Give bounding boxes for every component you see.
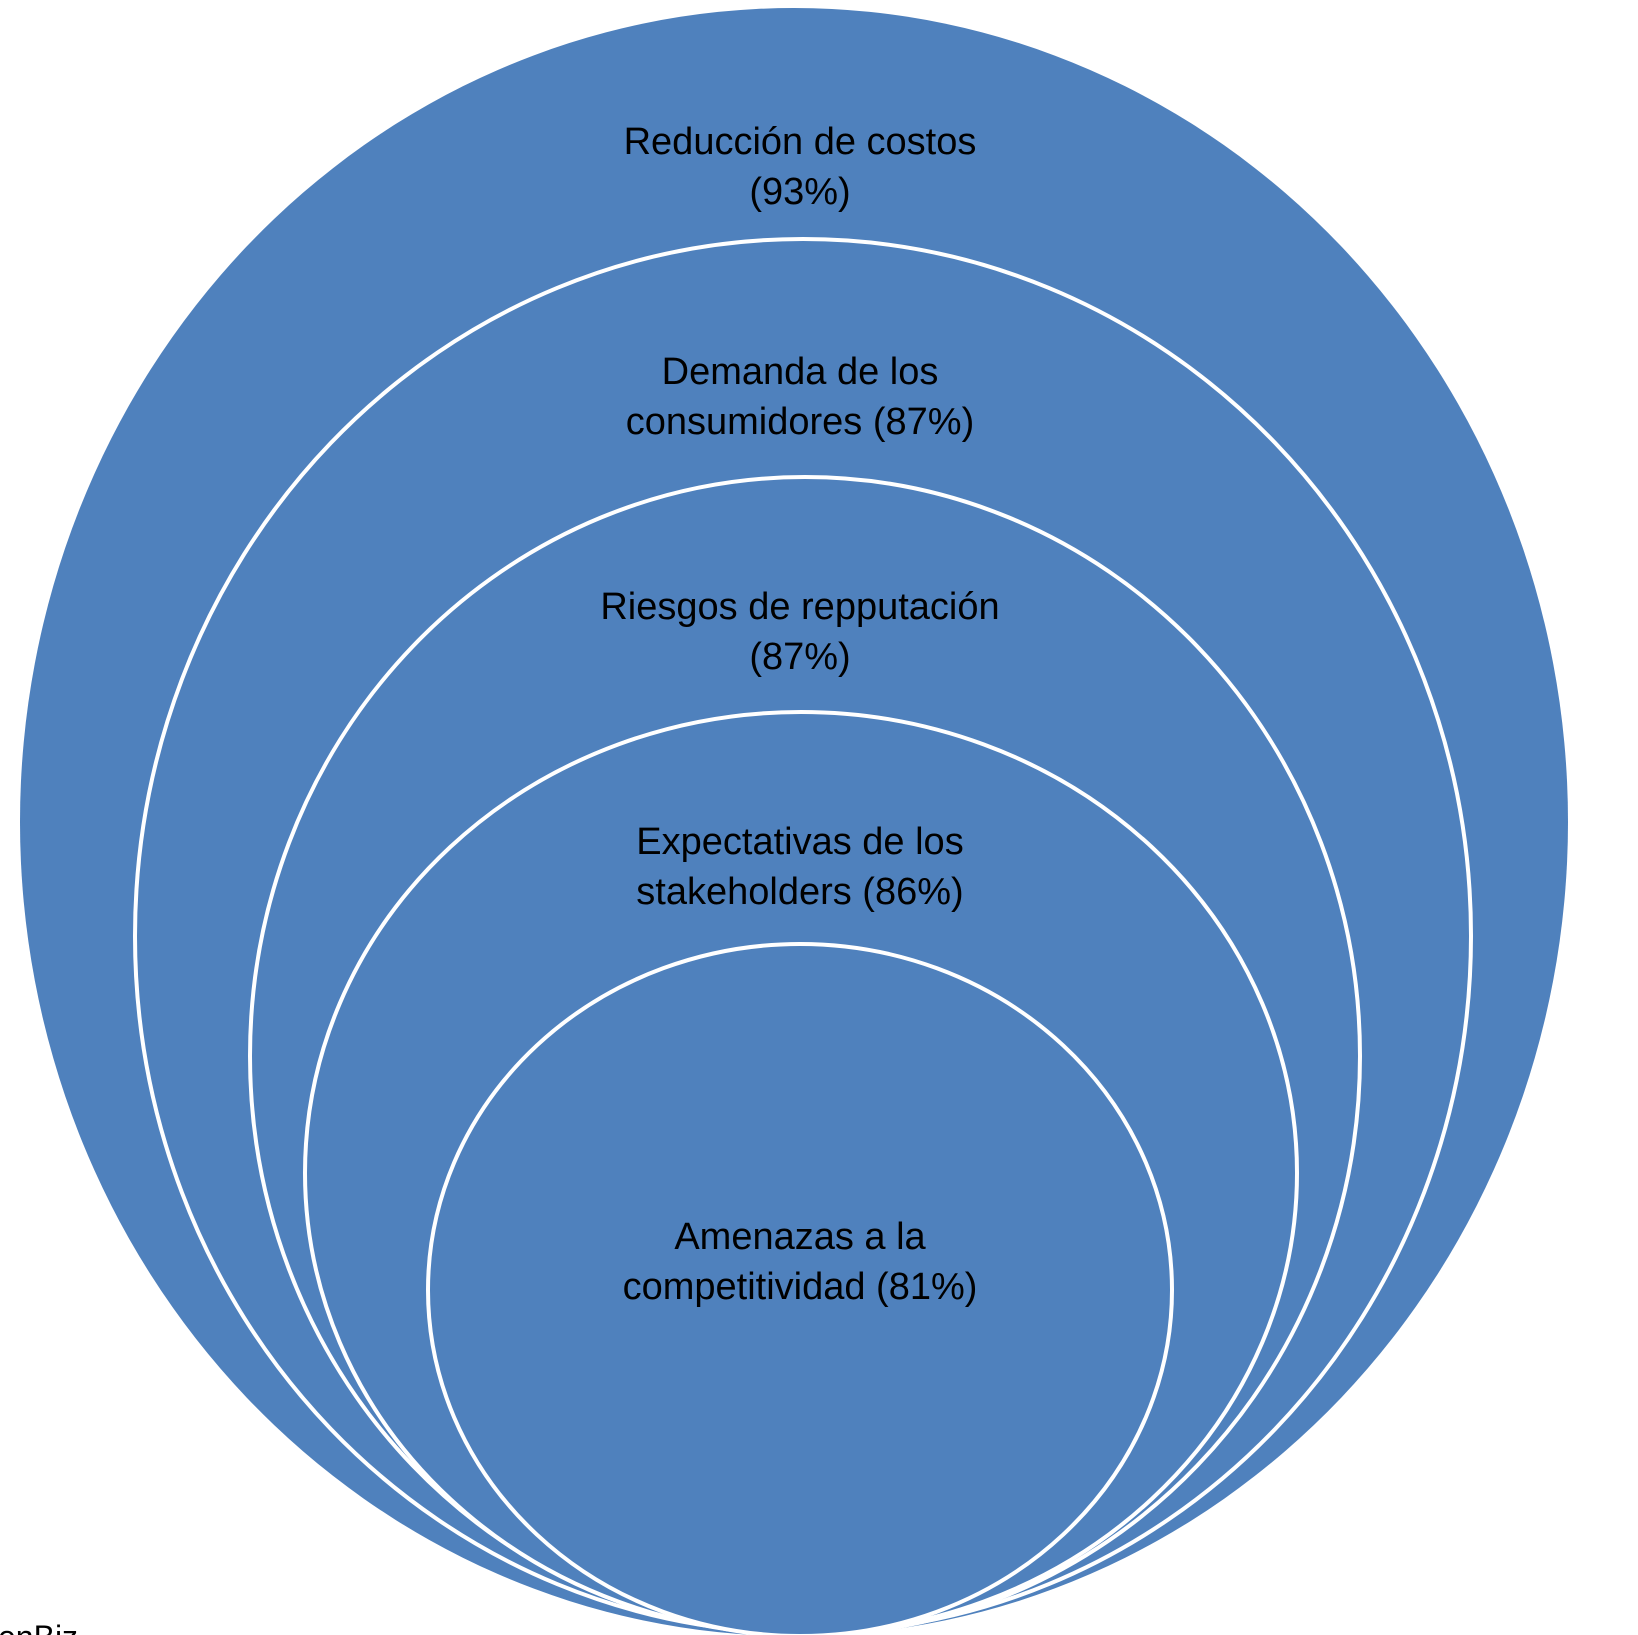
node-label: Expectativas de los xyxy=(636,821,963,863)
node-label: (87%) xyxy=(749,636,850,678)
node-label: (93%) xyxy=(749,171,850,213)
node-label: stakeholders (86%) xyxy=(636,871,963,913)
node-label: Demanda de los xyxy=(662,351,939,393)
source-label: enBiz xyxy=(0,1619,78,1635)
node-label: Riesgos de repputación xyxy=(600,586,999,628)
node-label: consumidores (87%) xyxy=(626,401,974,443)
node-label: competitividad (81%) xyxy=(623,1266,978,1308)
node-label: Amenazas a la xyxy=(674,1216,926,1258)
circle xyxy=(426,942,1174,1635)
node-label: Reducción de costos xyxy=(624,121,977,163)
